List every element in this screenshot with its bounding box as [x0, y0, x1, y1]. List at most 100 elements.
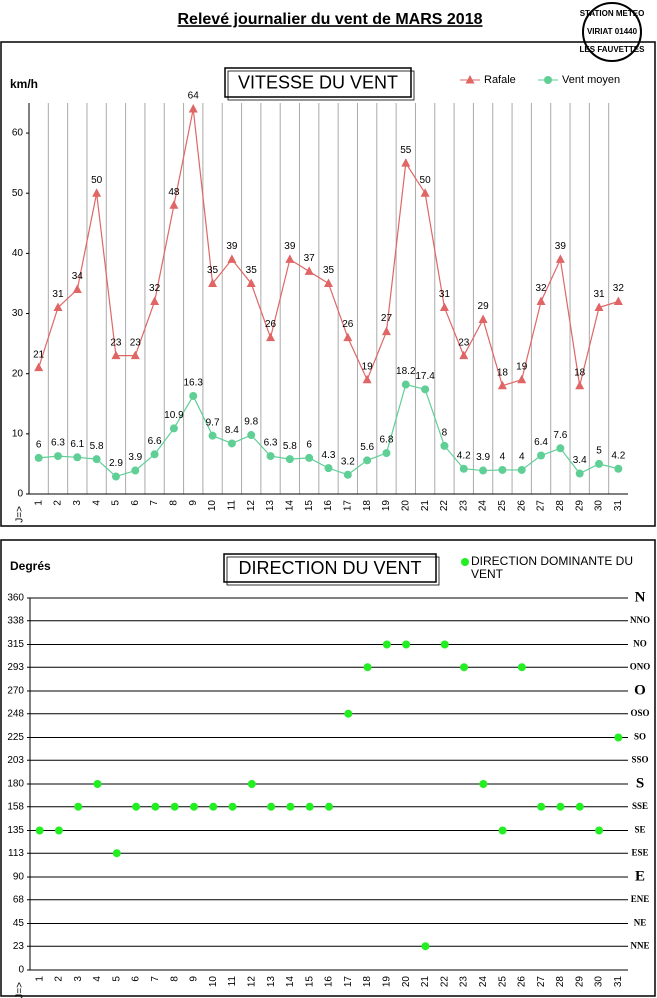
data-label: 35	[246, 265, 258, 276]
data-label: 6	[36, 440, 42, 451]
data-label: 39	[284, 241, 296, 252]
x-tick-label: 3	[72, 500, 83, 506]
y-axis-label: Degrés	[10, 559, 51, 573]
y-tick-label: 203	[7, 755, 24, 766]
title-box	[224, 67, 412, 98]
data-point	[498, 465, 507, 474]
data-point	[324, 464, 333, 473]
data-label: 6.3	[51, 438, 65, 449]
x-tick-label: 26	[517, 976, 528, 988]
data-point	[421, 942, 430, 951]
data-label: 10.9	[164, 410, 184, 421]
x-tick-label: 19	[382, 976, 393, 988]
data-label: 64	[188, 91, 200, 102]
title-box-shadow	[226, 556, 440, 586]
x-tick-label: 27	[536, 500, 547, 512]
data-point	[324, 278, 333, 287]
y-tick-label: 68	[13, 894, 25, 905]
data-point	[227, 254, 237, 263]
x-tick-label: 12	[246, 976, 257, 988]
y-tick-label: 315	[7, 639, 24, 650]
data-point	[613, 296, 623, 306]
data-point	[151, 802, 160, 811]
direction-label: ENE	[631, 894, 650, 904]
direction-label: O	[634, 682, 646, 698]
data-point	[208, 278, 218, 287]
x-tick-label: 28	[555, 500, 566, 512]
direction-label: NNE	[630, 940, 649, 950]
data-point	[402, 640, 411, 649]
data-point	[325, 802, 333, 811]
y-tick-label: 113	[8, 848, 24, 859]
data-label: 26	[265, 319, 277, 330]
x-tick-label: 3	[73, 976, 84, 982]
x-tick-label: 18	[362, 976, 373, 988]
y-tick-label: 158	[7, 801, 24, 812]
data-label: 9.7	[206, 417, 220, 428]
data-point	[35, 826, 44, 835]
x-tick-label: 23	[458, 500, 469, 512]
x-tick-label: 24	[478, 976, 489, 988]
x-tick-label: 20	[400, 500, 411, 512]
x-tick-label: 6	[131, 976, 142, 982]
data-label: 35	[207, 265, 219, 276]
data-point	[266, 332, 276, 342]
legend-marker	[461, 558, 469, 566]
data-point	[556, 802, 565, 811]
data-point	[575, 802, 584, 811]
data-label: 19	[362, 361, 374, 372]
data-point	[130, 350, 140, 360]
x-tick-label: 11	[227, 976, 238, 987]
data-label: 32	[535, 283, 547, 294]
x-tick-label: 15	[304, 500, 315, 512]
y-tick-label: 338	[7, 615, 24, 626]
data-point	[459, 464, 468, 473]
data-label: 2.9	[109, 458, 123, 469]
data-label: 8.4	[225, 425, 239, 436]
data-point	[53, 452, 62, 461]
x-tick-label: 6	[130, 500, 141, 506]
x-tick-label: 14	[285, 976, 296, 988]
data-point	[440, 640, 449, 649]
y-axis-label: km/h	[10, 77, 38, 91]
data-label: 31	[52, 289, 64, 300]
data-point	[305, 453, 314, 462]
legend-label: Vent moyen	[562, 74, 620, 86]
data-point	[169, 200, 179, 209]
data-label: 4.2	[457, 450, 471, 461]
direction-label: N	[635, 589, 646, 605]
page-title: Relevé journalier du vent de MARS 2018	[178, 11, 483, 28]
data-label: 6.8	[380, 435, 394, 446]
data-point	[440, 441, 449, 450]
chart-title: DIRECTION DU VENT	[238, 558, 421, 578]
panel-frame	[0, 539, 656, 997]
x-tick-label: 19	[381, 500, 392, 512]
data-label: 4.3	[322, 450, 336, 461]
x-tick-label: 18	[362, 500, 373, 512]
data-point	[497, 380, 507, 390]
x-tick-label: 30	[594, 500, 605, 512]
x-tick-label: 10	[208, 976, 219, 988]
direction-label: SSE	[632, 801, 648, 811]
x-tick-label: 23	[459, 976, 470, 988]
data-point	[227, 439, 236, 448]
data-point	[575, 380, 585, 390]
data-point	[595, 459, 604, 468]
data-point	[247, 780, 256, 788]
data-label: 16.3	[184, 378, 204, 389]
data-point	[614, 733, 623, 742]
direction-label: S	[636, 775, 644, 791]
data-label: 3.9	[476, 452, 490, 463]
data-point	[439, 302, 449, 312]
x-tick-label: 8	[169, 500, 180, 506]
direction-label: SE	[634, 825, 645, 835]
data-point	[382, 640, 391, 649]
x-axis-label: J=>	[15, 506, 26, 523]
data-label: 3.2	[341, 456, 355, 467]
data-label: 32	[149, 283, 161, 294]
data-point	[575, 469, 584, 478]
data-point	[72, 284, 82, 293]
data-point	[112, 849, 121, 858]
direction-label: NE	[634, 918, 647, 928]
data-point	[498, 826, 507, 835]
